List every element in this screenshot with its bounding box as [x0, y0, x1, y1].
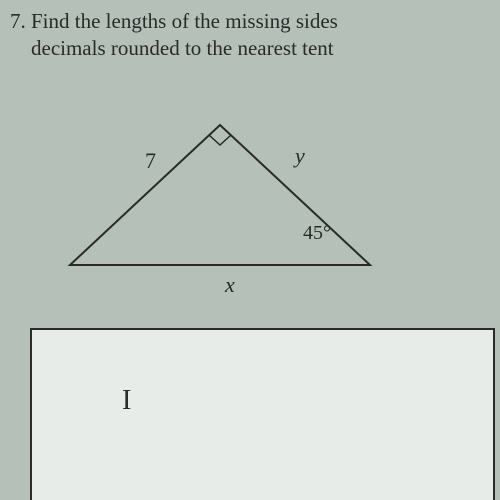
question-number: 7.	[10, 9, 26, 33]
text-cursor: I	[122, 385, 131, 417]
right-angle-marker	[209, 135, 231, 145]
question-line1: Find the lengths of the missing sides	[31, 9, 338, 33]
angle-label: 45°	[303, 222, 331, 245]
side-label-right: y	[295, 143, 305, 169]
question-text: 7. Find the lengths of the missing sides…	[0, 8, 500, 63]
answer-input-box[interactable]: I	[30, 328, 495, 500]
side-label-bottom: x	[225, 272, 235, 298]
question-line2: decimals rounded to the nearest tent	[31, 36, 334, 60]
triangle-diagram: 7 y 45° x	[50, 110, 390, 310]
side-label-left: 7	[145, 148, 156, 174]
triangle-svg	[50, 110, 390, 310]
